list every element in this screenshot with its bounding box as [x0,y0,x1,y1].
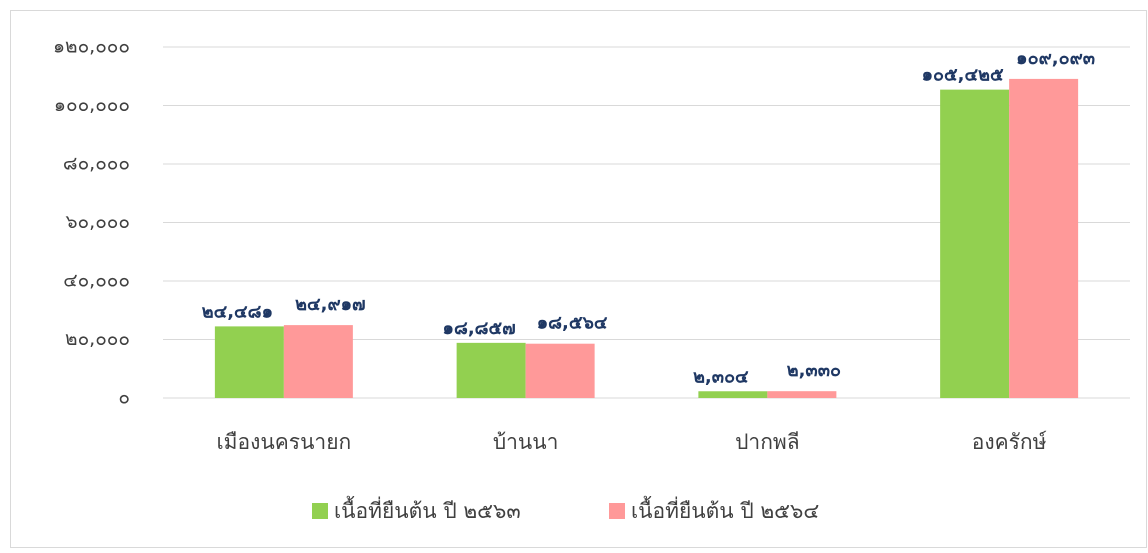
y-tick-label: ๑๒๐,๐๐๐ [53,36,130,58]
y-tick-label: ๐ [118,387,130,409]
value-label: ๑๘,๕๖๔ [537,313,608,334]
x-tick-label: องครักษ์ [972,430,1047,454]
value-label: ๑๘,๘๕๗ [443,318,516,339]
value-label: ๑๐๕,๔๒๕ [922,65,1004,86]
legend-label: เนื้อที่ยืนต้น ปี ๒๕๖๓ [334,496,521,523]
bar [456,342,526,398]
y-tick-label: ๑๐๐,๐๐๐ [54,94,130,116]
legend-swatch [609,503,625,519]
value-label: ๒๔,๔๘๑ [202,301,273,322]
y-tick-label: ๔๐,๐๐๐ [63,270,130,292]
x-tick-label: ปากพลี [735,430,800,454]
legend-swatch [312,503,328,519]
bar [214,326,284,398]
y-tick-label: ๘๐,๐๐๐ [63,153,130,175]
y-tick-label: ๒๐,๐๐๐ [65,328,130,350]
value-label: ๒๔,๙๑๗ [295,294,365,315]
value-label: ๒,๓๐๔ [693,366,749,387]
value-label: ๒,๓๓๐ [787,360,841,381]
bar [283,325,353,398]
bar [525,343,595,398]
x-tick-label: เมืองนครนายก [217,430,352,454]
y-tick-label: ๖๐,๐๐๐ [66,211,131,233]
bar [767,391,837,398]
legend-label: เนื้อที่ยืนต้น ปี ๒๕๖๔ [631,496,819,523]
bar [698,391,768,398]
x-tick-label: บ้านนา [493,430,559,454]
bar [940,89,1010,399]
value-label: ๑๐๙,๐๙๓ [1016,48,1095,69]
bar [1009,78,1079,398]
